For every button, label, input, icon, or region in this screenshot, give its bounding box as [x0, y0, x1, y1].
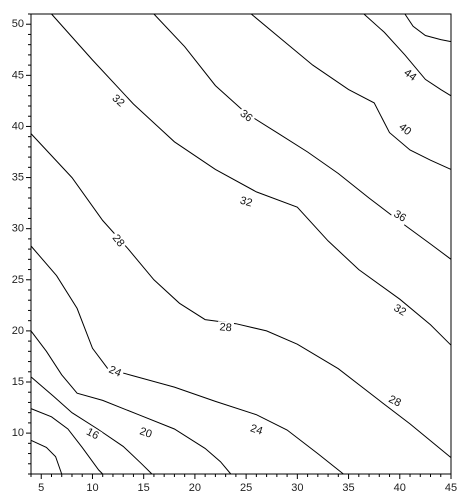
- svg-text:40: 40: [396, 121, 413, 138]
- contour-label-36: 36: [389, 207, 410, 226]
- contour-label-28: 28: [108, 230, 128, 251]
- svg-text:16: 16: [84, 426, 100, 442]
- contour-line-32: [30, 133, 452, 458]
- contour-label-32: 32: [108, 91, 129, 111]
- svg-text:28: 28: [219, 321, 232, 334]
- svg-text:32: 32: [239, 195, 254, 210]
- x-tick-label: 35: [342, 482, 354, 494]
- y-tick-label: 45: [12, 69, 24, 81]
- svg-text:24: 24: [249, 422, 264, 437]
- plot-frame: [30, 13, 452, 475]
- y-axis: 10 15 20 25 30 35 40 45 50: [12, 13, 31, 475]
- contour-line-28b: [51, 13, 452, 346]
- contour-line-24: [30, 330, 232, 475]
- contour-lines: [30, 13, 452, 475]
- contour-line-12: [30, 439, 63, 475]
- x-tick-label: 20: [189, 482, 201, 494]
- contour-line-28: [30, 245, 344, 475]
- contour-label-28: 28: [384, 392, 405, 411]
- contour-line-44: [404, 13, 452, 43]
- svg-text:28: 28: [387, 393, 403, 409]
- contour-line-20: [30, 376, 153, 475]
- x-tick-label: 30: [291, 482, 303, 494]
- y-tick-label: 15: [12, 376, 24, 388]
- contour-label-32: 32: [236, 194, 256, 211]
- svg-text:32: 32: [391, 302, 408, 319]
- x-tick-label: 10: [86, 482, 98, 494]
- y-tick-label: 20: [12, 325, 24, 337]
- svg-text:44: 44: [402, 67, 419, 84]
- contour-label-36: 36: [236, 106, 257, 126]
- contour-line-32b: [153, 13, 452, 260]
- svg-text:28: 28: [110, 232, 127, 249]
- svg-text:36: 36: [391, 208, 408, 225]
- x-tick-label: 15: [138, 482, 150, 494]
- y-tick-label: 35: [12, 172, 24, 184]
- x-axis: 5 10 15 20 25 30 35 40 45: [30, 474, 457, 494]
- contour-line-36: [250, 13, 452, 170]
- svg-text:32: 32: [110, 92, 127, 109]
- contour-label-24: 24: [105, 363, 125, 381]
- x-tick-label: 45: [445, 482, 457, 494]
- contour-label-28: 28: [217, 321, 235, 335]
- y-tick-label: 30: [12, 223, 24, 235]
- svg-text:20: 20: [138, 426, 153, 441]
- y-tick-label: 25: [12, 274, 24, 286]
- x-tick-label: 5: [38, 482, 44, 494]
- y-tick-label: 10: [12, 427, 24, 439]
- y-tick-label: 40: [12, 120, 24, 132]
- x-tick-label: 40: [394, 482, 406, 494]
- contour-label-44: 44: [400, 65, 420, 85]
- y-tick-label: 50: [12, 18, 24, 30]
- contour-line-40: [363, 13, 452, 97]
- contour-label-32: 32: [389, 301, 410, 320]
- contour-label-16: 16: [82, 425, 103, 444]
- contour-label-40: 40: [394, 119, 415, 140]
- svg-text:24: 24: [107, 364, 123, 380]
- contour-label-24: 24: [246, 421, 266, 439]
- x-tick-label: 25: [240, 482, 252, 494]
- contour-line-16: [30, 408, 104, 475]
- svg-text:36: 36: [238, 108, 255, 125]
- contour-label-20: 20: [136, 424, 156, 442]
